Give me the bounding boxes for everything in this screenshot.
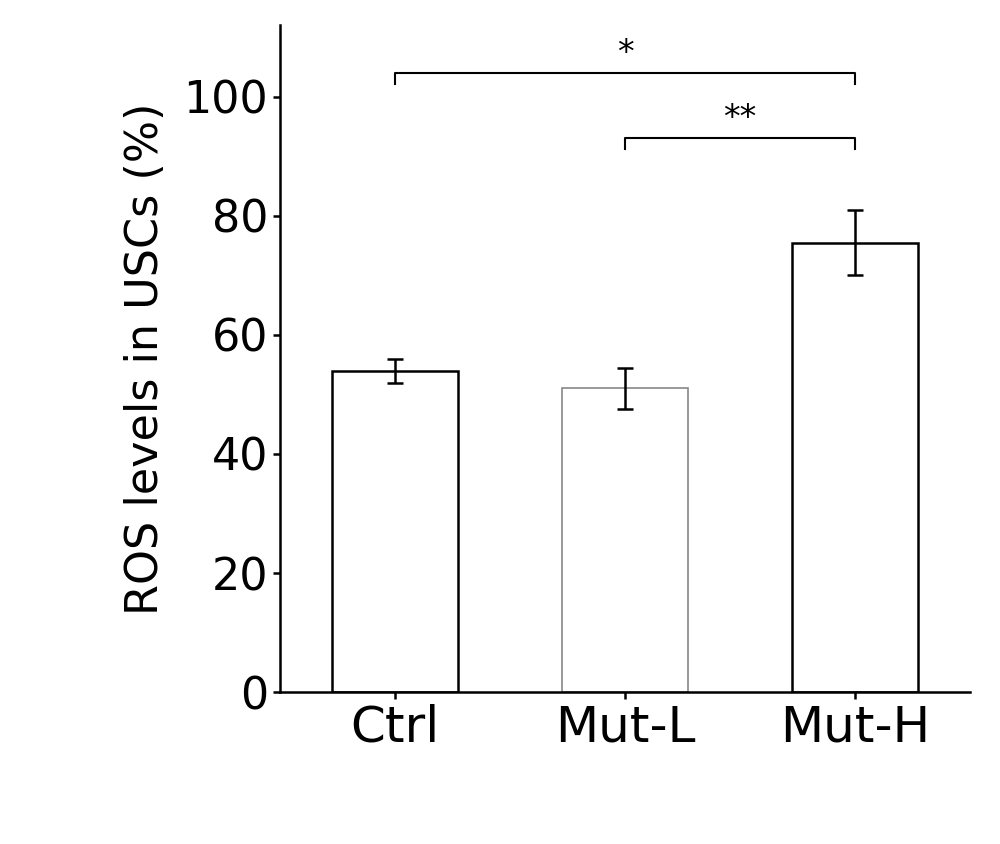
Bar <box>562 388 688 692</box>
Bar <box>792 242 918 692</box>
Text: **: ** <box>723 102 757 135</box>
Y-axis label: ROS levels in USCs (%): ROS levels in USCs (%) <box>124 102 167 615</box>
Bar <box>332 371 458 692</box>
Text: *: * <box>617 37 633 70</box>
